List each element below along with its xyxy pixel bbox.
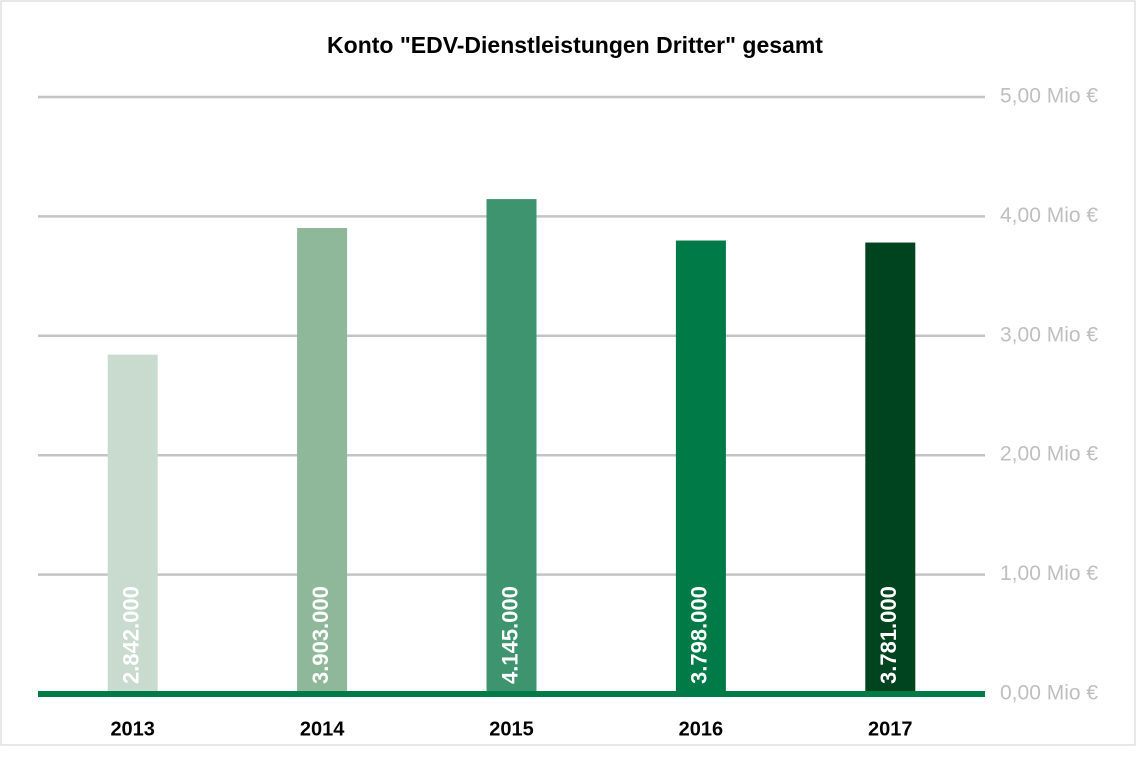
y-tick-label: 1,00 Mio € [1000,562,1098,585]
bar [297,227,348,694]
x-tick-label: 2017 [868,718,913,740]
value-label: 4.145.000 [497,586,522,684]
value-label: 3.903.000 [308,586,333,684]
y-tick-label: 3,00 Mio € [1000,323,1098,346]
bar [675,240,726,694]
x-tick-label: 2015 [489,718,534,740]
y-tick-label: 4,00 Mio € [1000,204,1098,227]
y-tick-label: 2,00 Mio € [1000,443,1098,466]
y-tick-label: 0,00 Mio € [1000,682,1098,705]
x-tick-label: 2016 [679,718,724,740]
value-label: 3.798.000 [687,586,712,684]
y-tick-label: 5,00 Mio € [1000,85,1098,108]
bar [486,199,537,694]
value-label: 2.842.000 [119,586,144,684]
x-tick-label: 2013 [110,718,155,740]
value-label: 3.781.000 [876,586,901,684]
bar [865,242,916,695]
x-tick-label: 2014 [300,718,345,740]
bar [107,354,158,694]
chart-title: Konto "EDV-Dienstleistungen Dritter" ges… [327,32,823,58]
